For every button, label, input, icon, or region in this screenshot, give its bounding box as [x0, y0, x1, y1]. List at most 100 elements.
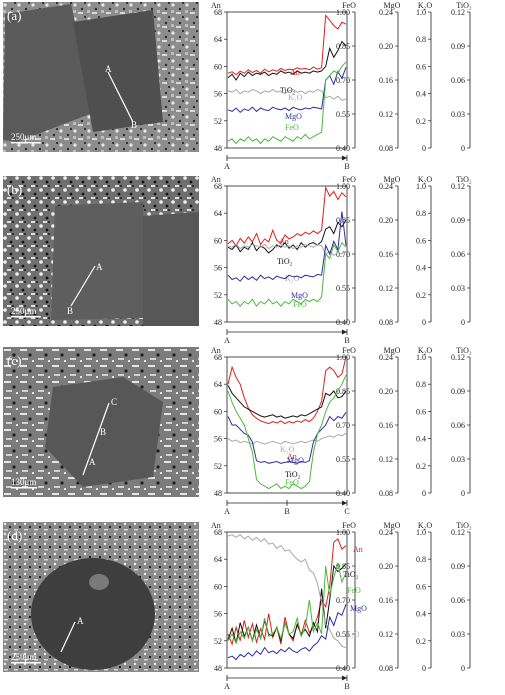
- k2o-tick-label: 1.0: [416, 8, 426, 17]
- tio2-tick-label: 0: [461, 489, 465, 498]
- feo-tick-label: 1.00: [336, 8, 350, 17]
- mgo-tick-label: 0.16: [379, 250, 393, 259]
- an-axis-title: An: [211, 175, 221, 184]
- plot-frame: [226, 11, 348, 149]
- feo-tick-label: 0.85: [336, 387, 350, 396]
- k2o-tick-label: 0.4: [416, 264, 426, 273]
- micrograph-c-image: C B A (c) 130μm: [3, 347, 199, 497]
- k2o-tick-label: 1.0: [416, 182, 426, 191]
- chart-c-svg: 485256606468An0.400.550.700.851.00FeO0.0…: [211, 346, 472, 516]
- scale-bar-b: 250μm: [11, 306, 36, 316]
- series-label-mgo: MgO: [285, 112, 302, 121]
- k2o-tick-label: 0.8: [416, 35, 426, 44]
- k2o-tick-label: 0.8: [416, 380, 426, 389]
- tio2-tick-label: 0: [461, 144, 465, 153]
- mgo-tick-label: 0.08: [379, 318, 393, 327]
- profile-tick-label: C: [344, 507, 349, 515]
- mgo-tick-label: 0.20: [379, 387, 393, 396]
- an-tick-label: 68: [214, 8, 222, 17]
- series-label-feo: FeO: [347, 586, 361, 595]
- an-tick-label: 56: [214, 610, 222, 619]
- k2o-tick-label: 0.4: [416, 90, 426, 99]
- k2o-tick-label: 0.2: [416, 637, 426, 646]
- profile-arrow: [342, 675, 347, 681]
- series-label-mgo: MgO: [287, 456, 304, 465]
- feo-axis-title: FeO: [342, 521, 356, 530]
- micrograph-a-image: A B (a) 250μm: [3, 2, 199, 152]
- plot-frame: [226, 356, 348, 494]
- series-label-k2o: K₂O: [345, 630, 360, 639]
- mgo-tick-label: 0.12: [379, 455, 393, 464]
- k2o-tick-label: 0.4: [416, 610, 426, 619]
- series-line-an: [227, 537, 347, 646]
- profile-tick-label: B: [344, 682, 349, 690]
- chart-d: 48 52 56 60 64 68 An 0.40 0.55 0.70 0.85 1.00 FeO 0.0…: [205, 520, 505, 691]
- feo-tick-label: 0.85: [336, 42, 350, 51]
- series-line-mgo: [227, 211, 347, 282]
- k2o-tick-label: 0.4: [416, 435, 426, 444]
- mgo-tick-label: 0.20: [379, 216, 393, 225]
- feo-tick-label: 1.00: [336, 182, 350, 191]
- feo-axis-title: FeO: [342, 1, 356, 10]
- feo-tick-label: 0.70: [336, 421, 350, 430]
- an-tick-label: 60: [214, 62, 222, 71]
- series-label-feo: FeO: [293, 300, 307, 309]
- mgo-tick-label: 0.12: [379, 630, 393, 639]
- series-label-an: An: [353, 545, 363, 554]
- k2o-tick-label: 0: [422, 318, 426, 327]
- an-tick-label: 52: [214, 462, 222, 471]
- feo-tick-label: 0.70: [336, 76, 350, 85]
- panel-a: A B (a) 250μm 48 52 56 60 64 68 An 0.40 0.55 0.70…: [0, 0, 505, 171]
- series-label-feo: FeO: [285, 478, 299, 487]
- profile-arrow: [342, 155, 347, 161]
- profile-label-b-A: A: [96, 262, 103, 272]
- scale-bar-c: 130μm: [11, 477, 36, 487]
- mgo-tick-label: 0.16: [379, 596, 393, 605]
- tio2-tick-label: 0.12: [451, 353, 465, 362]
- chart-a-svg: 485256606468An0.400.550.700.851.00FeO0.0…: [211, 1, 472, 171]
- panel-d: A (d) 250μm 48 52 56 60 64 68 An 0.40 0.55 0.70 0.…: [0, 520, 505, 691]
- mgo-axis-title: MgO: [384, 175, 401, 184]
- profile-label-a-A: A: [105, 64, 112, 74]
- series-label-tio2: TiO₂: [277, 257, 293, 266]
- feo-tick-label: 1.00: [336, 528, 350, 537]
- an-tick-label: 52: [214, 117, 222, 126]
- profile-tick-label: A: [224, 162, 230, 170]
- mgo-tick-label: 0.08: [379, 664, 393, 673]
- an-axis-title: An: [211, 521, 221, 530]
- tio2-tick-label: 0.03: [451, 455, 465, 464]
- an-tick-label: 48: [214, 318, 222, 327]
- panel-label-d: (d): [7, 528, 22, 543]
- chart-a: 48 52 56 60 64 68 An 0.40 0.55 0.70 0.85 1.00 FeO 0.0…: [205, 0, 505, 171]
- k2o-axis-title: K₂O: [418, 346, 433, 355]
- series-label-k2o: K₂O: [280, 445, 295, 454]
- tio2-tick-label: 0.03: [451, 630, 465, 639]
- k2o-tick-label: 0.6: [416, 407, 426, 416]
- an-tick-label: 56: [214, 435, 222, 444]
- mgo-tick-label: 0.20: [379, 42, 393, 51]
- chart-d-svg: 485256606468An0.400.550.700.851.00FeO0.0…: [211, 521, 472, 691]
- mgo-axis-title: MgO: [384, 1, 401, 10]
- mgo-axis-title: MgO: [384, 346, 401, 355]
- series-line-mgo: [227, 604, 347, 661]
- series-line-tio2: [227, 40, 347, 81]
- series-line-tio2: [227, 563, 347, 644]
- micrograph-c: C B A (c) 130μm: [3, 347, 199, 497]
- series-line-tio2: [227, 219, 347, 254]
- scale-bar-a: 250μm: [11, 132, 36, 142]
- mgo-tick-label: 0.12: [379, 110, 393, 119]
- an-tick-label: 48: [214, 144, 222, 153]
- series-line-feo: [227, 561, 347, 645]
- k2o-axis-title: K₂O: [418, 1, 433, 10]
- mgo-tick-label: 0.20: [379, 562, 393, 571]
- feo-tick-label: 0.55: [336, 284, 350, 293]
- k2o-tick-label: 0.2: [416, 117, 426, 126]
- tio2-axis-title: TiO₂: [456, 346, 472, 355]
- k2o-tick-label: 1.0: [416, 353, 426, 362]
- an-tick-label: 68: [214, 528, 222, 537]
- an-tick-label: 64: [214, 555, 222, 564]
- tio2-tick-label: 0.12: [451, 528, 465, 537]
- feo-axis-title: FeO: [342, 175, 356, 184]
- series-line-k2o: [227, 432, 347, 445]
- feo-tick-label: 0.40: [336, 664, 350, 673]
